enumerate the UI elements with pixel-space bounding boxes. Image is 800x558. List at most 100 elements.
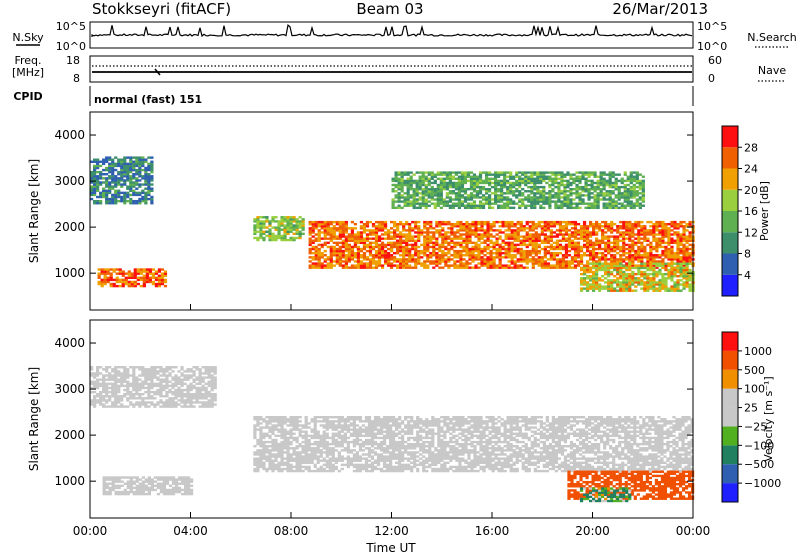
power-cell xyxy=(601,231,604,233)
power-cell xyxy=(485,173,488,175)
power-cell xyxy=(529,235,532,237)
velocity-cell xyxy=(183,405,186,407)
power-cell xyxy=(554,182,557,184)
velocity-cell xyxy=(123,372,126,374)
power-cell xyxy=(613,269,616,271)
velocity-cell xyxy=(117,372,120,374)
power-cell xyxy=(541,258,544,260)
power-cell xyxy=(447,256,450,258)
power-cell xyxy=(456,244,459,246)
power-cell xyxy=(117,183,120,185)
power-cell xyxy=(562,262,565,264)
power-cell xyxy=(437,188,440,190)
power-cell xyxy=(363,246,366,248)
power-cell xyxy=(598,227,601,229)
power-cell xyxy=(515,176,518,178)
power-cell xyxy=(423,262,426,264)
velocity-cell xyxy=(144,391,147,393)
power-cell xyxy=(505,248,508,250)
power-cell xyxy=(639,202,642,204)
power-cell xyxy=(673,275,676,277)
power-cell xyxy=(111,188,114,190)
power-cell xyxy=(514,225,517,227)
power-cell xyxy=(604,231,607,233)
power-cell xyxy=(607,235,610,237)
power-cell xyxy=(125,272,128,274)
power-cell xyxy=(395,180,398,182)
velocity-cell xyxy=(168,391,171,393)
power-cell xyxy=(135,163,138,165)
power-cell xyxy=(685,246,688,248)
power-cell xyxy=(393,225,396,227)
power-cell xyxy=(565,237,568,239)
power-cell xyxy=(595,256,598,258)
power-cell xyxy=(559,266,562,268)
power-cell xyxy=(493,262,496,264)
power-cell xyxy=(571,227,574,229)
power-cell xyxy=(509,200,512,202)
power-cell xyxy=(404,198,407,200)
power-cell xyxy=(434,192,437,194)
power-cell xyxy=(405,248,408,250)
power-cell xyxy=(583,237,586,239)
power-cell xyxy=(529,233,532,235)
power-cell xyxy=(450,225,453,227)
power-cell xyxy=(114,200,117,202)
velocity-cell xyxy=(102,385,105,387)
velocity-cell xyxy=(153,393,156,395)
power-cell xyxy=(354,237,357,239)
power-cell xyxy=(658,281,661,283)
power-cell xyxy=(592,244,595,246)
velocity-cell xyxy=(199,387,202,389)
power-cell xyxy=(450,231,453,233)
power-cell xyxy=(327,229,330,231)
power-cell xyxy=(387,260,390,262)
power-cell xyxy=(129,163,132,165)
velocity-cell xyxy=(129,385,132,387)
power-cell xyxy=(547,227,550,229)
power-cell xyxy=(584,171,587,173)
power-cell xyxy=(477,221,480,223)
power-cell xyxy=(630,182,633,184)
power-cell xyxy=(342,221,345,223)
power-cell xyxy=(280,235,283,237)
power-cell xyxy=(527,200,530,202)
power-cell xyxy=(688,231,691,233)
power-cell xyxy=(565,244,568,246)
power-cell xyxy=(634,277,637,279)
power-cell xyxy=(473,173,476,175)
power-cell xyxy=(541,266,544,268)
power-cell xyxy=(658,223,661,225)
power-cell xyxy=(468,231,471,233)
power-cell xyxy=(425,205,428,207)
power-cell xyxy=(578,192,581,194)
power-cell xyxy=(483,223,486,225)
velocity-cell xyxy=(156,372,159,374)
power-cell xyxy=(541,262,544,264)
power-cell xyxy=(447,223,450,225)
power-cell xyxy=(413,198,416,200)
power-cell xyxy=(643,227,646,229)
power-cell xyxy=(577,254,580,256)
power-cell xyxy=(330,231,333,233)
power-cell xyxy=(610,231,613,233)
power-cell xyxy=(441,227,444,229)
power-cell xyxy=(447,242,450,244)
power-cell xyxy=(612,173,615,175)
power-cell xyxy=(682,260,685,262)
power-cell xyxy=(575,188,578,190)
power-cell xyxy=(378,254,381,256)
power-cell xyxy=(408,252,411,254)
power-cell xyxy=(390,254,393,256)
power-cell xyxy=(500,192,503,194)
power-cell xyxy=(447,244,450,246)
power-cell xyxy=(253,231,256,233)
velocity-cell xyxy=(202,378,205,380)
power-cell xyxy=(673,254,676,256)
power-cell xyxy=(554,186,557,188)
velocity-cell xyxy=(171,378,174,380)
power-cell xyxy=(312,262,315,264)
date-title: 26/Mar/2013 xyxy=(612,0,708,18)
power-cell xyxy=(111,177,114,179)
velocity-cell xyxy=(126,368,129,370)
